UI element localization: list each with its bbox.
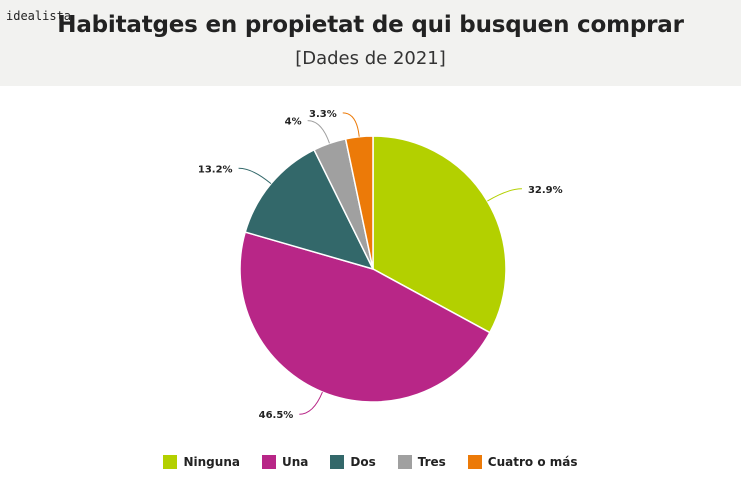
- legend-item-tres: Tres: [397, 455, 446, 469]
- data-label-ninguna: 32.9%: [528, 185, 563, 196]
- legend-swatch: [397, 455, 412, 469]
- legend-swatch: [467, 455, 482, 469]
- legend-item-ninguna: Ninguna: [163, 455, 240, 469]
- legend: Ninguna Una Dos Tres Cuatro o más: [0, 455, 741, 469]
- pie-slice-ninguna: [372, 135, 507, 334]
- legend-label: Cuatro o más: [487, 455, 578, 469]
- data-label-tres: 4%: [285, 117, 302, 128]
- legend-label: Dos: [350, 455, 376, 469]
- legend-label: Una: [281, 455, 309, 469]
- data-label-dos: 13.2%: [198, 164, 233, 175]
- legend-label: Ninguna: [183, 455, 240, 469]
- data-label-una: 46.5%: [259, 410, 294, 421]
- legend-item-dos: Dos: [330, 455, 376, 469]
- header-band: idealista Habitatges en propietat de qui…: [0, 0, 741, 86]
- leader-line-cuatro-o-mas: [342, 112, 360, 137]
- data-label-cuatro-o-mas: 3.3%: [309, 109, 337, 120]
- legend-label: Tres: [417, 455, 446, 469]
- legend-item-cuatro-o-mas: Cuatro o más: [467, 455, 578, 469]
- legend-item-una: Una: [261, 455, 309, 469]
- legend-swatch: [163, 455, 178, 469]
- leader-line-ninguna: [487, 188, 522, 202]
- legend-swatch: [330, 455, 345, 469]
- legend-swatch: [261, 455, 276, 469]
- pie-slice-una: [239, 231, 491, 403]
- pie-chart: 32.9% 46.5% 13.2% 4% 3.3%: [198, 109, 563, 421]
- chart-title: Habitatges en propietat de qui busquen c…: [57, 12, 684, 38]
- leader-line-una: [299, 391, 323, 415]
- chart-subtitle: [Dades de 2021]: [295, 48, 446, 69]
- brand-logo: idealista: [6, 9, 72, 23]
- leader-line-dos: [238, 167, 272, 185]
- leader-line-tres: [307, 120, 330, 144]
